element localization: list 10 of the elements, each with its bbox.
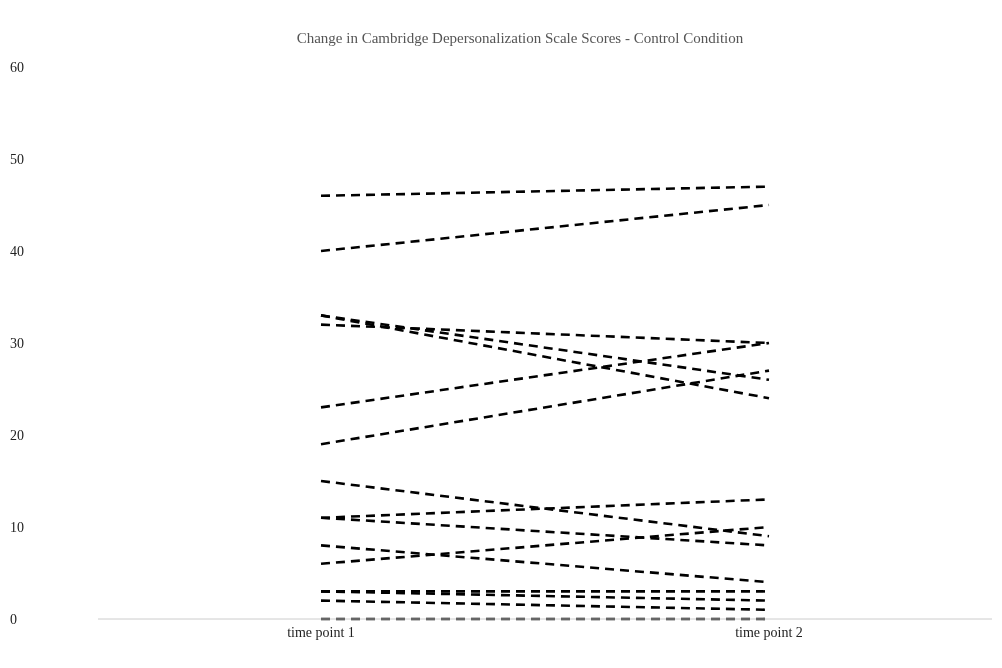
y-tick-label: 30 [10,336,24,351]
y-tick-label: 60 [10,60,24,75]
chart-title: Change in Cambridge Depersonalization Scale Scores - Control Condition [295,30,745,48]
y-tick-label: 20 [10,428,24,443]
y-tick-label: 10 [10,520,24,535]
y-tick-label: 50 [10,152,24,167]
x-tick-label: time point 2 [735,624,803,640]
x-tick-label: time point 1 [287,624,355,640]
y-tick-label: 0 [10,612,17,627]
y-tick-label: 40 [10,244,24,259]
